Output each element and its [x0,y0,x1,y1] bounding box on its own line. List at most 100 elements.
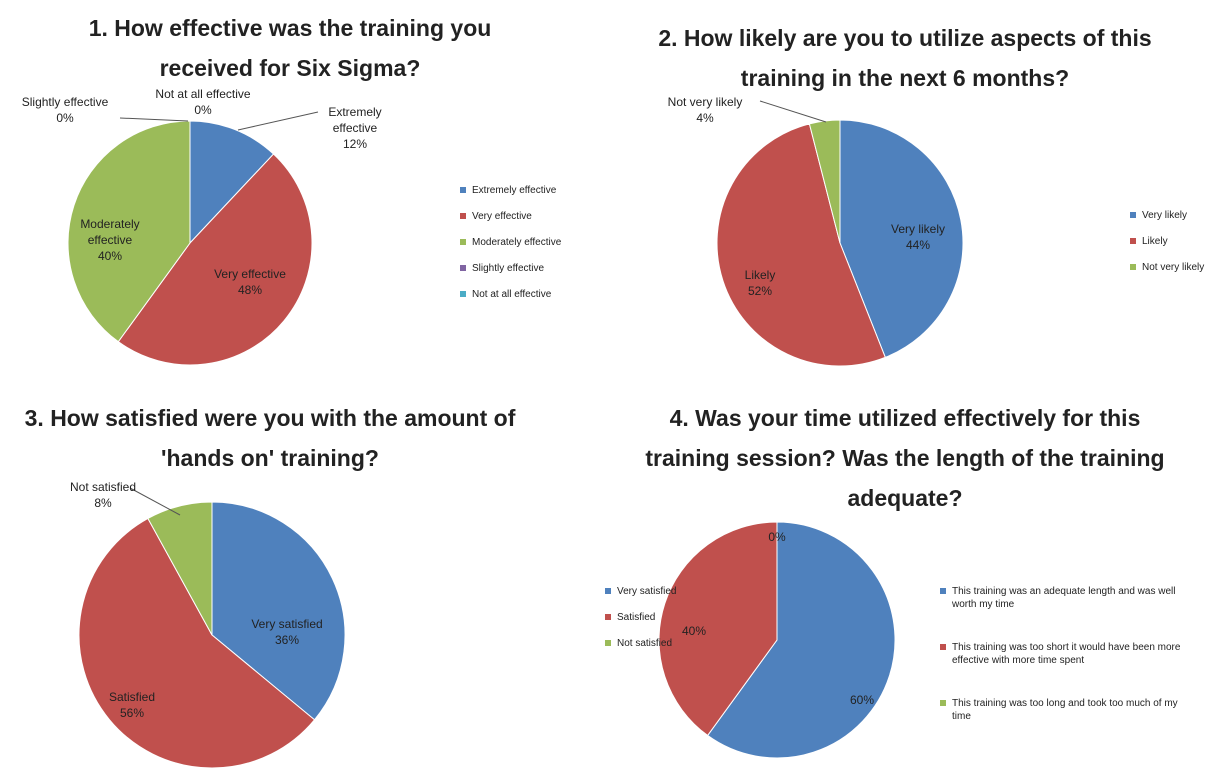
pie-slice [189,120,275,245]
chart-title: 3. How satisfied were you with the amoun… [24,405,516,471]
data-label-name: Slightly effective [21,95,109,109]
legend: Very satisfied Satisfied Not satisfied [605,585,705,663]
pie-slice [706,521,896,759]
legend-swatch [605,588,611,594]
legend-swatch [460,265,466,271]
leader-line [129,487,181,516]
data-label: Extremely effective 12% [318,104,393,152]
legend-item: Moderately effective [460,236,600,249]
legend-item: Very effective [460,210,600,223]
leader-line [119,117,189,122]
legend-item: Not satisfied [605,637,705,650]
legend-swatch [605,614,611,620]
pie-slice [211,501,346,721]
data-label-value: 0% [56,111,74,125]
legend: Very likely Likely Not very likely [1130,209,1230,287]
data-label-name: Very likely [890,222,946,236]
data-label-value: 52% [747,284,773,298]
data-label-name: Likely [744,268,776,282]
legend: Extremely effective Very effective Moderat… [460,184,600,314]
legend-label: Not at all effective [472,289,552,300]
legend-label: Very effective [472,211,532,222]
leader-line [237,111,319,131]
data-label-value: 40% [681,624,707,638]
data-label: Very satisfied 36% [237,616,337,648]
data-label-value: 48% [237,283,263,297]
data-label-value: 40% [97,249,123,263]
legend: This training was an adequate length and… [940,585,1190,753]
legend-label: Satisfied [617,612,656,623]
legend-item: This training was an adequate length and… [940,585,1190,611]
pie-slice [808,119,841,244]
leader-line [759,100,827,123]
data-label: Very likely 44% [868,221,968,253]
data-label-value: 8% [94,496,112,510]
data-label-name: Satisfied [108,690,156,704]
legend-swatch [605,640,611,646]
pie-slice [658,521,778,737]
data-label: Very effective 48% [200,266,300,298]
data-label: Satisfied 56% [92,689,172,721]
data-label: Not very likely 4% [645,94,765,126]
data-label-value: 56% [119,706,145,720]
data-label-value: 4% [696,111,714,125]
data-label-value: 44% [905,238,931,252]
legend-swatch [460,291,466,297]
pie-slice [67,120,191,343]
legend-label: Not satisfied [617,638,673,649]
data-label-name: Extremely effective [328,105,382,135]
legend-label: Very satisfied [617,586,677,597]
legend-swatch [1130,212,1136,218]
legend-label: Extremely effective [472,185,557,196]
legend-item: Not at all effective [460,288,600,301]
data-label-value: 0% [194,103,212,117]
legend-swatch [460,213,466,219]
chart-title: 2. How likely are you to utilize aspects… [658,25,1152,91]
legend-swatch [460,187,466,193]
data-label: 40% [664,623,724,639]
data-label: Moderately effective 40% [65,216,155,264]
legend-item: Satisfied [605,611,705,624]
chart-title: 4. Was your time utilized effectively fo… [645,405,1165,511]
pie-slice [716,123,886,367]
pie-slice [117,153,313,366]
legend-label: Likely [1142,236,1168,247]
legend-item: Not very likely [1130,261,1230,274]
data-label-value: 0% [768,530,786,544]
pie-slice [147,501,213,636]
legend-item: Very likely [1130,209,1230,222]
legend-label: Not very likely [1142,262,1205,273]
legend-item: Slightly effective [460,262,600,275]
data-label: 60% [832,692,892,708]
data-label-name: Very effective [214,267,286,281]
legend-label: This training was too short it would hav… [952,642,1181,666]
legend-label: This training was an adequate length and… [952,586,1176,610]
data-label-value: 60% [849,693,875,707]
legend-label: Very likely [1142,210,1188,221]
data-label-name: Not very likely [667,95,743,109]
data-label-value: 36% [274,633,300,647]
data-label: Slightly effective 0% [0,94,130,126]
legend-item: This training was too long and took too … [940,697,1190,723]
legend-item: This training was too short it would hav… [940,641,1190,667]
pie-slice [839,119,964,359]
legend-swatch [940,700,946,706]
legend-label: This training was too long and took too … [952,698,1178,722]
legend-item: Extremely effective [460,184,600,197]
pie-slice [78,517,316,769]
data-label-value: 12% [342,137,368,151]
legend-label: Slightly effective [472,263,545,274]
legend-swatch [940,644,946,650]
data-label-name: Moderately effective [80,217,140,247]
legend-label: Moderately effective [472,237,562,248]
legend-swatch [460,239,466,245]
legend-swatch [1130,238,1136,244]
data-label: Not at all effective 0% [133,86,273,118]
data-label: 0% [747,529,807,545]
legend-item: Very satisfied [605,585,705,598]
data-label: Not satisfied 8% [53,479,153,511]
data-label-name: Not at all effective [155,87,251,101]
legend-item: Likely [1130,235,1230,248]
